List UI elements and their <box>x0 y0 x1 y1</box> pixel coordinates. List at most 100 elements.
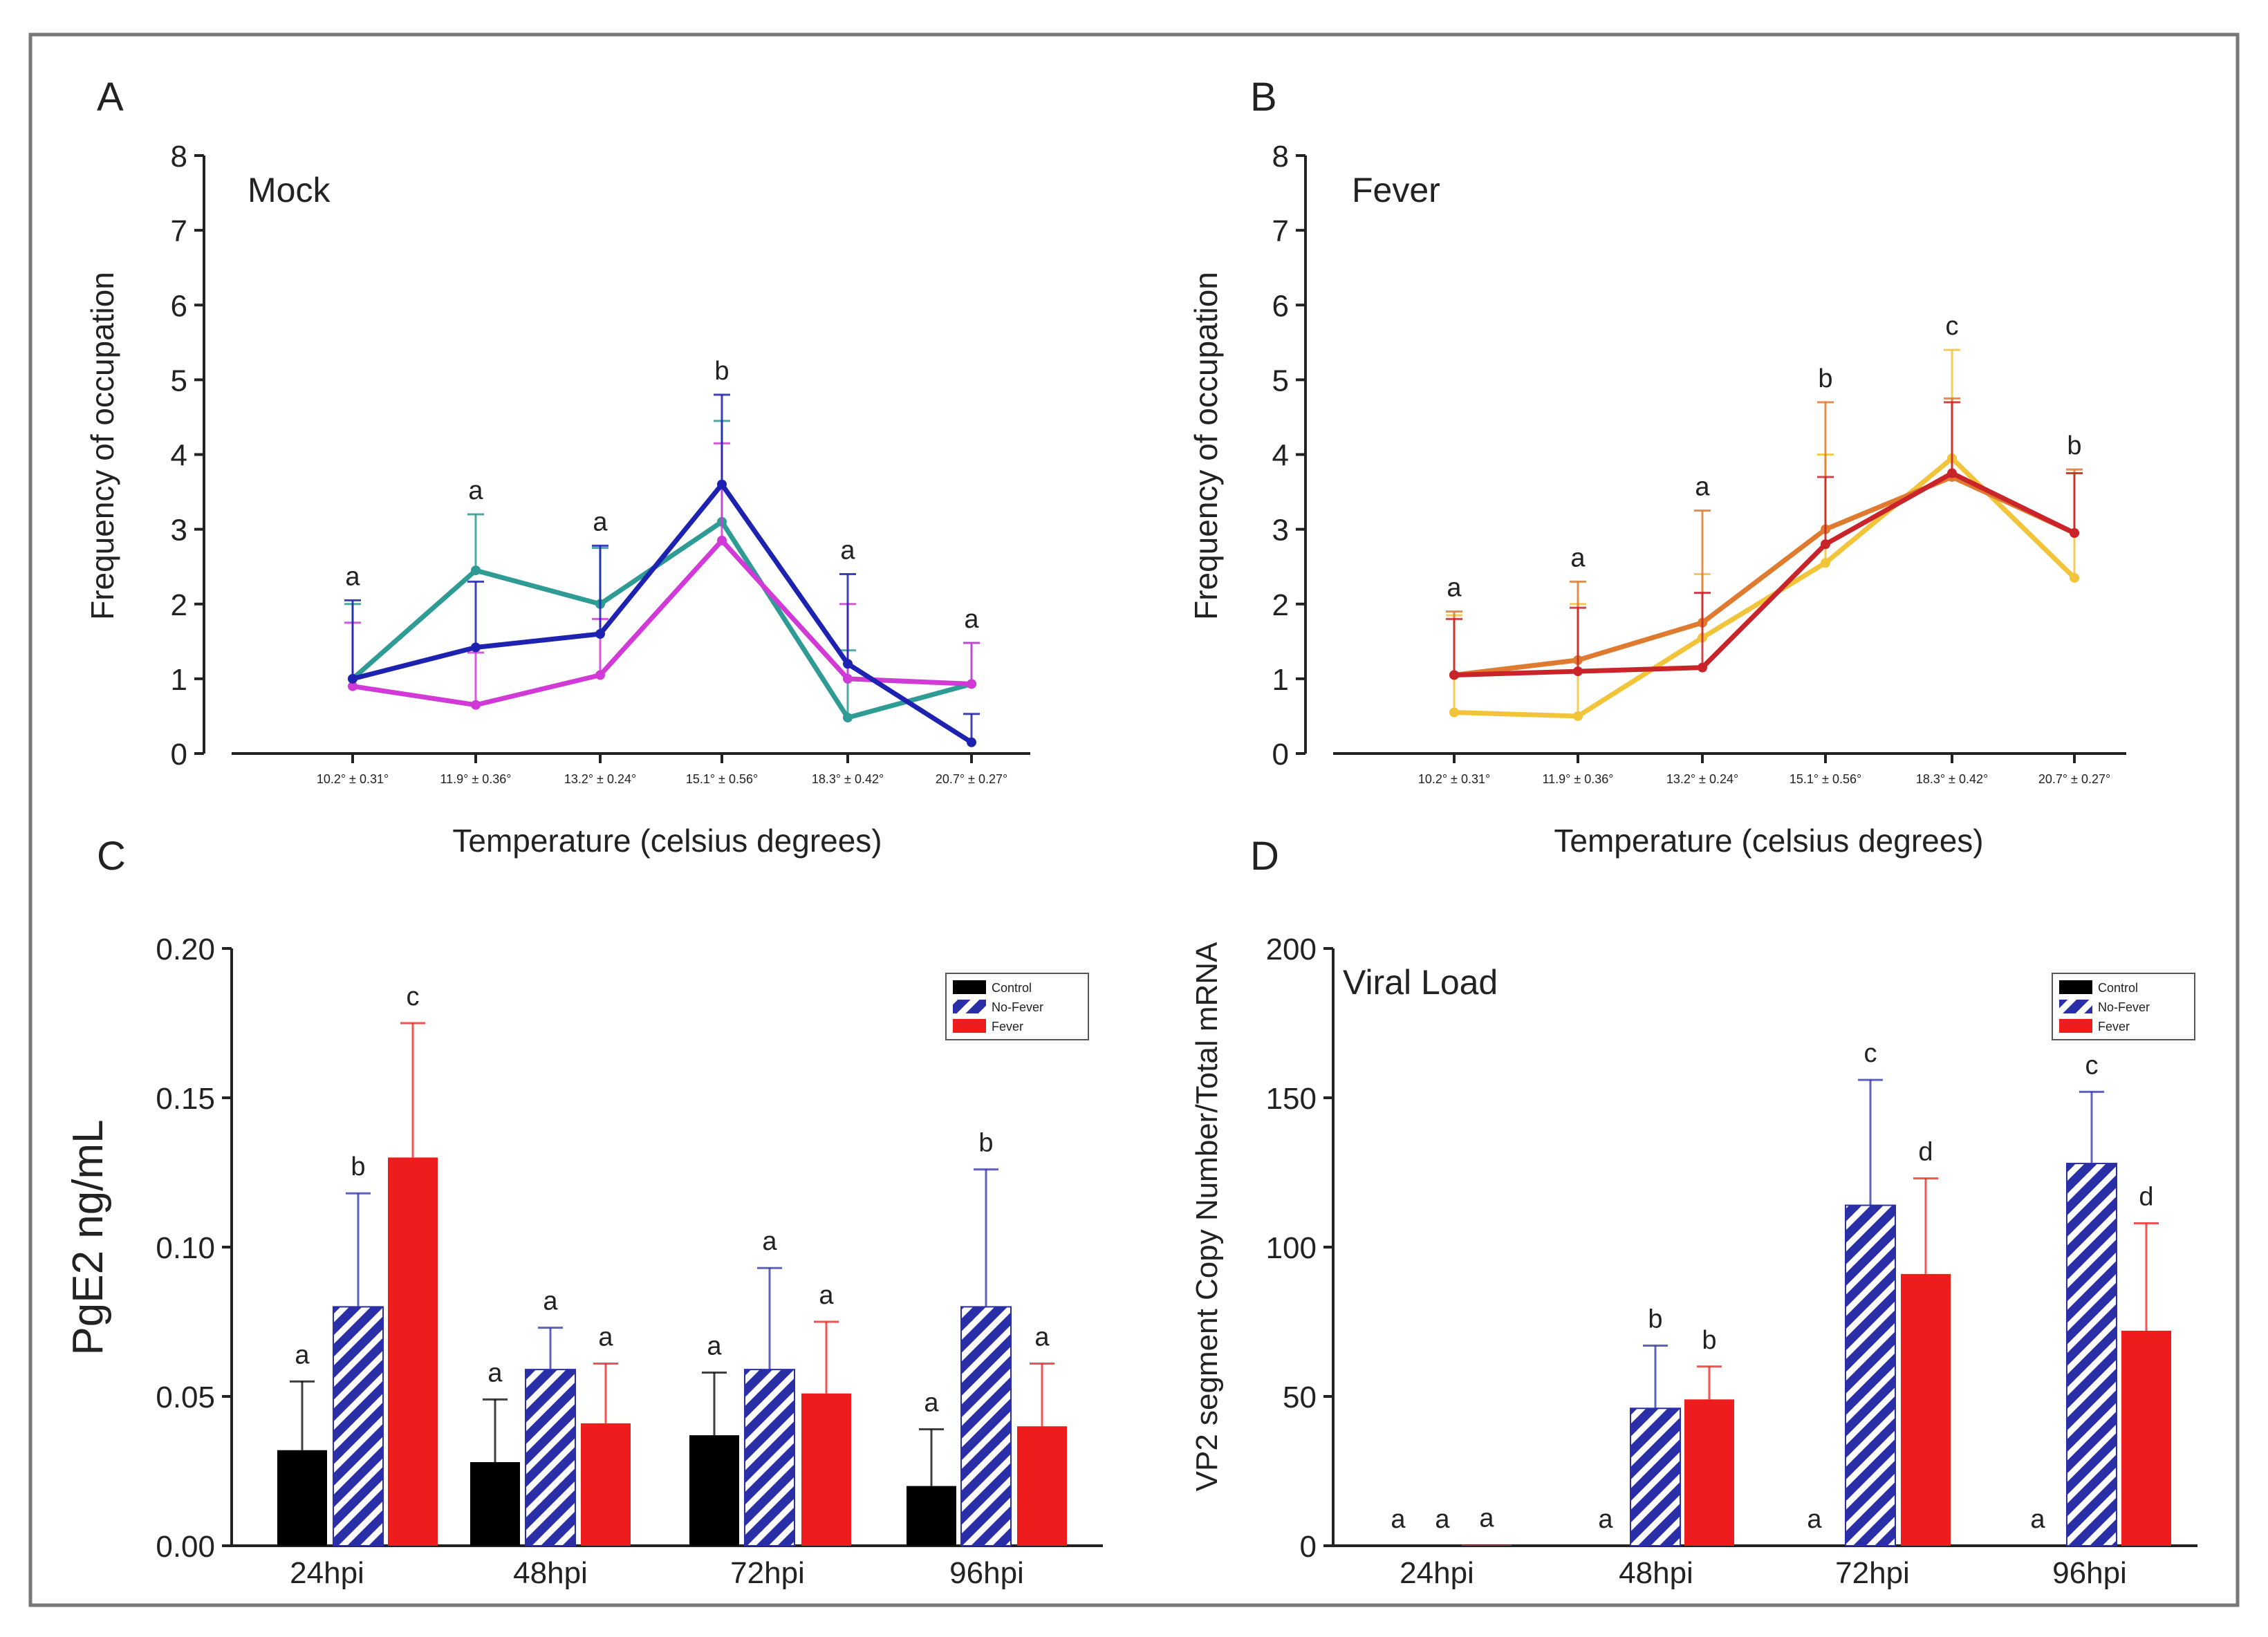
legend: Control No-Fever Fever <box>2052 973 2195 1040</box>
significance-letter: d <box>1918 1138 1933 1167</box>
y-tick-label: 6 <box>1272 289 1289 323</box>
data-point <box>348 681 357 691</box>
x-tick-label: 24hpi <box>1400 1556 1474 1590</box>
data-point <box>967 737 976 747</box>
y-tick-label: 8 <box>1272 140 1289 174</box>
x-tick-label: 20.7° ± 0.27° <box>2038 772 2110 786</box>
data-point <box>717 535 727 545</box>
y-tick-label: 0.15 <box>156 1082 215 1116</box>
y-tick-label: 2 <box>171 588 187 622</box>
significance-letter: a <box>924 1389 939 1418</box>
panel-d: D Viral Load VP2 segment Copy Number/Tot… <box>1190 834 2197 1590</box>
series-fever: a b d d <box>1462 1138 2171 1546</box>
legend-swatch <box>953 980 986 994</box>
significance-letter: a <box>1391 1505 1406 1534</box>
significance-letter: a <box>543 1287 558 1316</box>
series-no-fever: b a a b <box>333 1129 1012 1547</box>
x-tick-label: 13.2° ± 0.24° <box>1666 772 1738 786</box>
bar <box>333 1306 384 1547</box>
bar <box>1017 1426 1067 1546</box>
data-point <box>843 659 853 669</box>
x-tick-label: 11.9° ± 0.36° <box>1542 772 1613 786</box>
bar <box>907 1486 956 1546</box>
y-tick-label: 5 <box>171 364 187 397</box>
bar <box>2121 1330 2171 1546</box>
panel-b-ylabel: Frequency of occupation <box>1188 272 1224 620</box>
y-tick-label: 0 <box>171 738 187 771</box>
panel-d-title: Viral Load <box>1343 963 1498 1002</box>
legend-label: Control <box>992 981 1032 995</box>
significance-letter: b <box>1702 1326 1716 1355</box>
significance-letter: c <box>2085 1051 2099 1080</box>
data-point <box>1449 707 1459 718</box>
panel-b-title: Fever <box>1352 171 1440 209</box>
significance-letter: a <box>762 1227 777 1256</box>
significance-letter: c <box>1946 312 1959 341</box>
x-tick-label: 11.9° ± 0.36° <box>440 772 511 786</box>
bar <box>1462 1544 1512 1546</box>
data-point <box>1698 662 1707 673</box>
y-tick-label: 0.20 <box>156 933 215 966</box>
data-point <box>967 679 976 689</box>
data-point <box>1573 711 1583 721</box>
y-tick-label: 0.05 <box>156 1381 215 1414</box>
significance-letter: a <box>598 1322 613 1351</box>
data-point <box>348 673 357 684</box>
panel-c-plot: 0.00 0.05 0.10 0.15 0.20 24hpi 48hpi 72hpi 96hpi… <box>156 933 1103 1590</box>
series-line <box>1453 456 2076 719</box>
series-series-3 <box>344 393 980 747</box>
panel-letter-a: A <box>97 75 124 120</box>
y-tick-label: 150 <box>1266 1082 1317 1116</box>
significance-letter: a <box>1435 1505 1450 1534</box>
series-line <box>1453 474 2076 677</box>
data-point <box>843 673 853 684</box>
significance-letter: b <box>978 1129 993 1158</box>
x-tick-label: 18.3° ± 0.42° <box>812 772 884 786</box>
significance-letter: a <box>1479 1504 1494 1533</box>
bar <box>525 1369 576 1546</box>
panel-letter-c: C <box>97 834 126 879</box>
x-tick-label: 18.3° ± 0.42° <box>1916 772 1988 786</box>
y-tick-label: 1 <box>1272 663 1289 697</box>
panel-letter-b: B <box>1250 75 1277 120</box>
x-tick-label: 15.1° ± 0.56° <box>1790 772 1861 786</box>
data-point <box>471 700 481 710</box>
bar <box>744 1369 795 1546</box>
significance-letter: a <box>295 1340 310 1369</box>
y-tick-label: 7 <box>1272 214 1289 248</box>
x-tick-label: 10.2° ± 0.31° <box>317 772 389 786</box>
bar <box>801 1393 851 1546</box>
significance-letter: a <box>468 476 483 505</box>
bar <box>2066 1163 2117 1547</box>
y-tick-label: 200 <box>1266 933 1317 966</box>
legend: Control No-Fever Fever <box>945 973 1089 1040</box>
bar <box>689 1435 739 1546</box>
data-point <box>1573 666 1583 677</box>
data-point <box>717 479 727 489</box>
significance-letter: a <box>593 507 608 536</box>
legend-label: No-Fever <box>992 1000 1043 1014</box>
y-tick-label: 7 <box>171 214 187 248</box>
legend-label: Control <box>2098 981 2138 995</box>
panel-b-plot: 0 1 2 3 4 5 6 7 8 10.2° ± 0.31° 11.9° ± 0.36° 13.2°… <box>1272 140 2126 786</box>
data-point <box>1947 468 1957 478</box>
y-tick-label: 4 <box>171 439 187 473</box>
y-tick-label: 0 <box>1300 1530 1317 1564</box>
significance-letter: a <box>819 1281 834 1310</box>
data-point <box>1821 558 1830 568</box>
legend-label: Fever <box>2098 1020 2130 1033</box>
bar <box>470 1462 520 1546</box>
significance-letter: a <box>1807 1505 1822 1534</box>
bar <box>277 1450 327 1546</box>
x-tick-label: 10.2° ± 0.31° <box>1418 772 1490 786</box>
y-tick-label: 3 <box>1272 514 1289 548</box>
significance-letter: a <box>707 1331 722 1360</box>
panel-a-xlabel: Temperature (celsius degrees) <box>452 823 882 859</box>
y-tick-label: 5 <box>1272 364 1289 397</box>
significance-letter: d <box>2139 1182 2153 1211</box>
significance-letter: a <box>964 605 979 634</box>
bar <box>581 1423 631 1546</box>
